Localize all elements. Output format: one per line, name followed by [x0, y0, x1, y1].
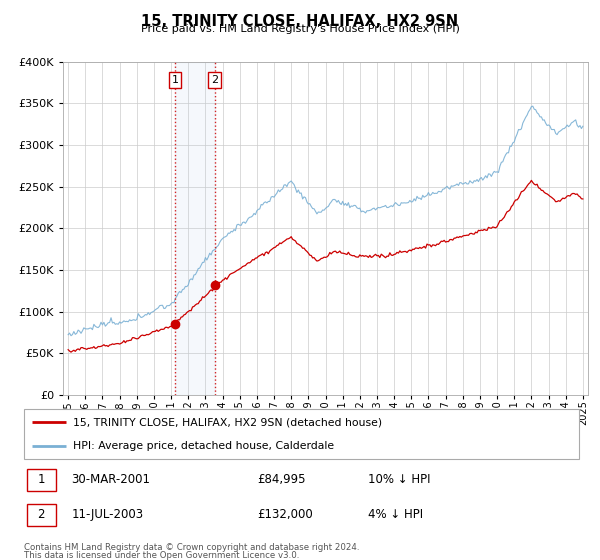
Text: 11-JUL-2003: 11-JUL-2003 — [71, 508, 143, 521]
Text: £84,995: £84,995 — [257, 473, 305, 487]
Text: £132,000: £132,000 — [257, 508, 313, 521]
Text: 1: 1 — [37, 473, 45, 487]
Text: HPI: Average price, detached house, Calderdale: HPI: Average price, detached house, Cald… — [73, 441, 334, 451]
Text: Price paid vs. HM Land Registry's House Price Index (HPI): Price paid vs. HM Land Registry's House … — [140, 24, 460, 34]
Text: 2: 2 — [37, 508, 45, 521]
Text: This data is licensed under the Open Government Licence v3.0.: This data is licensed under the Open Gov… — [24, 551, 299, 560]
FancyBboxPatch shape — [27, 504, 56, 526]
Text: 2: 2 — [211, 75, 218, 85]
Bar — [175, 62, 215, 395]
Text: 15, TRINITY CLOSE, HALIFAX, HX2 9SN (detached house): 15, TRINITY CLOSE, HALIFAX, HX2 9SN (det… — [73, 417, 382, 427]
FancyBboxPatch shape — [24, 409, 579, 459]
Text: 4% ↓ HPI: 4% ↓ HPI — [368, 508, 423, 521]
Text: 15, TRINITY CLOSE, HALIFAX, HX2 9SN: 15, TRINITY CLOSE, HALIFAX, HX2 9SN — [142, 14, 458, 29]
Text: 30-MAR-2001: 30-MAR-2001 — [71, 473, 150, 487]
Text: 10% ↓ HPI: 10% ↓ HPI — [368, 473, 431, 487]
Text: 1: 1 — [172, 75, 179, 85]
FancyBboxPatch shape — [27, 469, 56, 491]
Text: Contains HM Land Registry data © Crown copyright and database right 2024.: Contains HM Land Registry data © Crown c… — [24, 543, 359, 552]
